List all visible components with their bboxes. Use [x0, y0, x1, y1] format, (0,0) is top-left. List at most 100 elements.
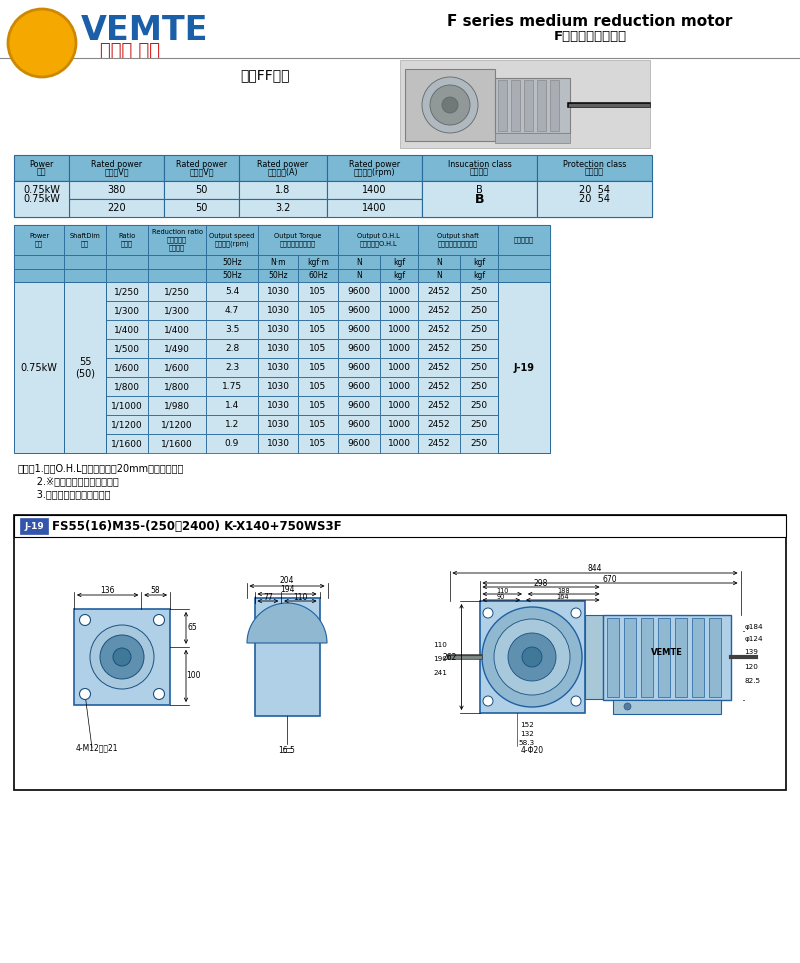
Bar — [460, 377, 498, 396]
Bar — [460, 301, 498, 320]
Bar — [400, 60, 650, 148]
Circle shape — [571, 696, 581, 706]
Text: 9600: 9600 — [347, 344, 370, 353]
Bar — [338, 377, 380, 396]
Text: 2452: 2452 — [428, 325, 450, 334]
Text: 250: 250 — [470, 344, 487, 353]
Text: 1.75: 1.75 — [222, 382, 242, 391]
Text: Ratio
減速比: Ratio 減速比 — [118, 233, 136, 247]
Bar — [338, 339, 380, 358]
Text: 1030: 1030 — [266, 325, 290, 334]
Bar — [495, 78, 570, 133]
Bar — [298, 415, 338, 434]
Bar — [69, 181, 164, 199]
Text: 5.4: 5.4 — [225, 287, 239, 296]
Bar — [380, 415, 418, 434]
Text: 250: 250 — [470, 306, 487, 315]
Bar — [148, 339, 206, 358]
Text: FS55(16)M35-(250～2400) K-X140+750WS3F: FS55(16)M35-(250～2400) K-X140+750WS3F — [52, 519, 342, 533]
Text: 功率: 功率 — [37, 168, 46, 176]
Text: 9600: 9600 — [347, 325, 370, 334]
Bar — [460, 415, 498, 434]
Bar — [498, 269, 550, 282]
Bar — [418, 358, 460, 377]
Circle shape — [90, 625, 154, 689]
Text: 105: 105 — [310, 325, 326, 334]
Text: Output shaft
輸出懸臂許徑向力負荷: Output shaft 輸出懸臂許徑向力負荷 — [437, 233, 479, 247]
Bar — [206, 415, 258, 434]
Text: 110: 110 — [434, 642, 447, 648]
Text: 1030: 1030 — [266, 363, 290, 372]
Text: 250: 250 — [470, 287, 487, 296]
Text: 4.7: 4.7 — [225, 306, 239, 315]
Text: 250: 250 — [470, 401, 487, 410]
Text: F系列中型減速電機: F系列中型減速電機 — [554, 30, 626, 42]
Text: 2452: 2452 — [428, 401, 450, 410]
Bar — [418, 434, 460, 453]
Text: 額定轉速(rpm): 額定轉速(rpm) — [354, 168, 395, 176]
Text: 額定電流(A): 額定電流(A) — [268, 168, 298, 176]
Text: 1000: 1000 — [387, 420, 410, 429]
Text: 頻率（V）: 頻率（V） — [190, 168, 214, 176]
Bar — [74, 609, 170, 705]
Bar — [380, 255, 418, 269]
Bar — [206, 269, 258, 282]
Bar — [206, 358, 258, 377]
Bar — [298, 339, 338, 358]
Bar — [550, 80, 559, 131]
Bar — [460, 358, 498, 377]
Bar — [206, 320, 258, 339]
Bar — [164, 199, 239, 217]
Bar — [258, 255, 298, 269]
Bar — [298, 320, 338, 339]
Circle shape — [483, 608, 493, 618]
Text: F: F — [29, 27, 43, 47]
Bar — [460, 434, 498, 453]
Bar — [418, 415, 460, 434]
Bar — [380, 377, 418, 396]
Text: 0.75kW: 0.75kW — [23, 185, 60, 195]
Bar — [380, 320, 418, 339]
Bar — [239, 155, 327, 181]
Text: VEMTE: VEMTE — [82, 13, 209, 46]
Text: 0.9: 0.9 — [225, 439, 239, 448]
Bar — [422, 181, 537, 199]
Bar — [239, 199, 327, 217]
Bar — [106, 225, 148, 255]
Circle shape — [442, 97, 458, 113]
Text: 1.2: 1.2 — [225, 420, 239, 429]
Bar — [148, 320, 206, 339]
Text: 2452: 2452 — [428, 439, 450, 448]
Circle shape — [482, 607, 582, 707]
Text: 1/400: 1/400 — [164, 325, 190, 334]
Bar — [338, 415, 380, 434]
Bar — [148, 301, 206, 320]
Text: 1/800: 1/800 — [164, 382, 190, 391]
Bar — [606, 617, 618, 696]
Bar — [69, 199, 164, 217]
Bar — [106, 269, 148, 282]
Bar — [511, 80, 520, 131]
Bar — [460, 282, 498, 301]
Text: 250: 250 — [470, 363, 487, 372]
Text: 1/600: 1/600 — [114, 363, 140, 372]
Text: 1030: 1030 — [266, 306, 290, 315]
Text: 9600: 9600 — [347, 287, 370, 296]
Text: （注）1.容許O.H.L為輸出軸端面20mm位置的數値。: （注）1.容許O.H.L為輸出軸端面20mm位置的數値。 — [18, 463, 184, 473]
Text: 1/980: 1/980 — [164, 401, 190, 410]
Bar — [405, 69, 495, 141]
Bar — [495, 133, 570, 143]
Text: Reduction ratio
實際減速比
（分鐘）: Reduction ratio 實際減速比 （分鐘） — [151, 229, 202, 250]
Text: φ124: φ124 — [745, 636, 763, 642]
Bar — [422, 155, 537, 181]
Text: 2452: 2452 — [428, 363, 450, 372]
Text: 1/250: 1/250 — [114, 287, 140, 296]
Text: 136: 136 — [100, 586, 115, 594]
Circle shape — [571, 608, 581, 618]
Text: 1030: 1030 — [266, 420, 290, 429]
Bar — [498, 358, 550, 377]
Text: 1030: 1030 — [266, 344, 290, 353]
Bar — [498, 282, 550, 301]
Text: 50: 50 — [195, 185, 208, 195]
Text: Rated power: Rated power — [258, 160, 309, 169]
